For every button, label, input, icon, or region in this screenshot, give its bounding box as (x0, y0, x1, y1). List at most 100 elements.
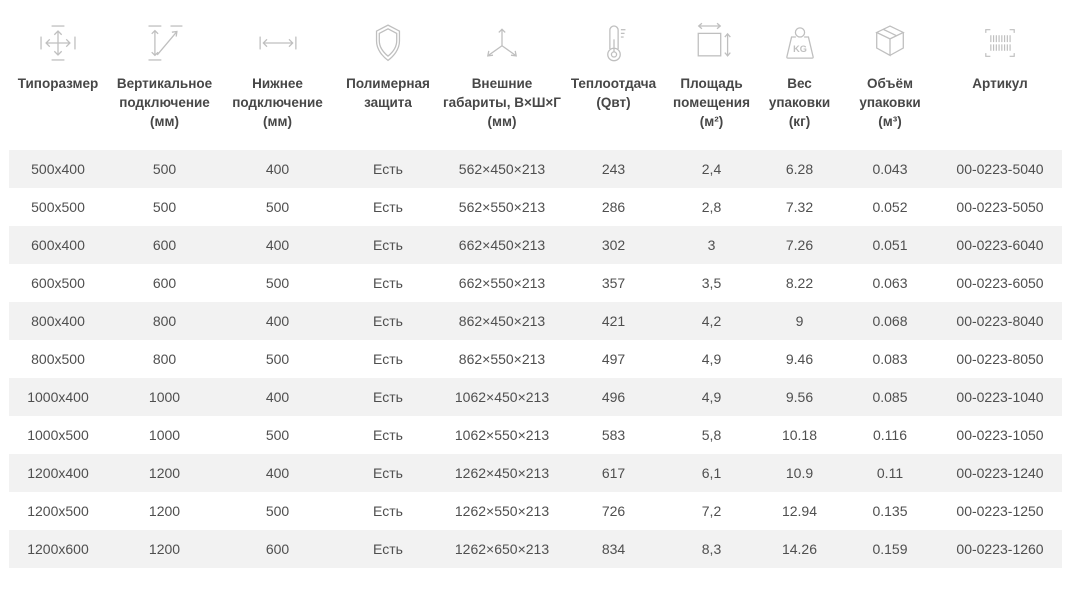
column-label-line: габариты, В×Ш×Г (443, 95, 561, 110)
cell-size: 1000x500 (27, 427, 89, 443)
cell-heat-output: 286 (601, 199, 626, 215)
table-row: 1000x500 1000 500 Есть 1062×550×213 583 5,8 10.… (9, 416, 1062, 454)
cell-size: 1000x400 (9, 378, 107, 416)
cell-outer-dimensions: 1262×650×213 (443, 530, 561, 568)
column-label-line: Вертикальное (116, 76, 213, 91)
cell-vertical-connection: 1200 (107, 530, 222, 568)
column-label-line: Теплоотдача (570, 76, 657, 91)
table-row: 1000x400 1000 400 Есть 1062×450×213 496 4,9 9.5… (9, 378, 1062, 416)
table-row: 1200x400 1200 400 Есть 1262×450×213 617 6,1 10.… (9, 454, 1062, 492)
cell-vertical-connection: 1200 (107, 454, 222, 492)
cell-room-area: 3,5 (701, 275, 722, 291)
cell-package-weight: 6.28 (757, 150, 842, 188)
cell-outer-dimensions: 1262×450×213 (443, 454, 561, 492)
vertical-connection-icon (107, 12, 222, 74)
cell-package-volume: 0.043 (842, 150, 938, 188)
cell-heat-output: 583 (601, 427, 626, 443)
cell-room-area: 6,1 (666, 454, 757, 492)
cell-package-weight: 7.32 (785, 199, 814, 215)
column-label-line: (м³) (878, 114, 902, 129)
cell-package-volume: 0.052 (872, 199, 908, 215)
column-label-line: (кг) (788, 114, 811, 129)
cell-outer-dimensions: 662×450×213 (443, 226, 561, 264)
cell-vertical-connection: 500 (107, 150, 222, 188)
cell-package-volume: 0.063 (872, 275, 908, 291)
thermometer-icon (561, 12, 666, 74)
cell-polymer-protection: Есть (333, 454, 443, 492)
cell-size: 800x500 (31, 351, 85, 367)
cell-polymer-protection: Есть (333, 530, 443, 568)
cell-heat-output: 496 (561, 378, 666, 416)
cell-outer-dimensions: 1062×550×213 (454, 427, 550, 443)
cell-polymer-protection: Есть (373, 199, 403, 215)
cell-room-area: 2,4 (666, 150, 757, 188)
cell-size: 1200x400 (9, 454, 107, 492)
cell-size: 1200x600 (9, 530, 107, 568)
table-row: 500x500 500 500 Есть 562×550×213 286 2,8 7.32 0.… (9, 188, 1062, 226)
table-row: 1200x500 1200 500 Есть 1262×550×213 726 7,2 12.… (9, 492, 1062, 530)
column-header-sku: Артикул (938, 12, 1062, 150)
cell-sku: 00-0223-1260 (938, 530, 1062, 568)
cell-room-area: 8,3 (666, 530, 757, 568)
cell-bottom-connection: 400 (222, 302, 333, 340)
column-header-vertical-connection: Вертикальное подключение (мм) (107, 12, 222, 150)
cell-sku: 00-0223-6040 (938, 226, 1062, 264)
table-row: 600x400 600 400 Есть 662×450×213 302 3 7.26 0.05… (9, 226, 1062, 264)
column-label-line: помещения (673, 95, 750, 110)
table-row: 600x500 600 500 Есть 662×550×213 357 3,5 8.22 0.… (9, 264, 1062, 302)
table-row: 1200x600 1200 600 Есть 1262×650×213 834 8,3 14.… (9, 530, 1062, 568)
cell-vertical-connection: 500 (152, 199, 177, 215)
cell-room-area: 5,8 (701, 427, 722, 443)
cell-package-weight: 9.56 (757, 378, 842, 416)
cell-heat-output: 302 (561, 226, 666, 264)
cell-package-volume: 0.085 (842, 378, 938, 416)
cell-heat-output: 497 (601, 351, 626, 367)
cell-vertical-connection: 600 (152, 275, 177, 291)
cell-heat-output: 834 (561, 530, 666, 568)
cell-bottom-connection: 400 (222, 454, 333, 492)
cell-outer-dimensions: 562×450×213 (443, 150, 561, 188)
cell-package-weight: 14.26 (757, 530, 842, 568)
table-row: 800x500 800 500 Есть 862×550×213 497 4,9 9.46 0.… (9, 340, 1062, 378)
column-header-room-area: Площадь помещения (м²) (666, 12, 757, 150)
column-header-polymer-protection: Полимерная защита (333, 12, 443, 150)
horizontal-arrow-icon (222, 12, 333, 74)
cell-size: 500x400 (9, 150, 107, 188)
cell-room-area: 4,9 (701, 351, 722, 367)
cell-bottom-connection: 400 (222, 150, 333, 188)
table-row: 800x400 800 400 Есть 862×450×213 421 4,2 9 0.068… (9, 302, 1062, 340)
cell-bottom-connection: 500 (265, 351, 290, 367)
cell-heat-output: 726 (601, 503, 626, 519)
column-header-heat-output: Теплоотдача (Qвт) (561, 12, 666, 150)
cell-sku: 00-0223-5040 (938, 150, 1062, 188)
cell-room-area: 7,2 (701, 503, 722, 519)
cell-bottom-connection: 500 (265, 199, 290, 215)
cell-bottom-connection: 500 (265, 275, 290, 291)
column-header-package-weight: KG Вес упаковки (кг) (757, 12, 842, 150)
cell-vertical-connection: 1000 (107, 378, 222, 416)
cell-room-area: 4,2 (666, 302, 757, 340)
cell-package-volume: 0.083 (872, 351, 908, 367)
cell-size: 500x500 (31, 199, 85, 215)
column-label-line: (Qвт) (596, 95, 631, 110)
cell-outer-dimensions: 862×450×213 (443, 302, 561, 340)
cell-package-weight: 9 (757, 302, 842, 340)
cell-room-area: 3 (666, 226, 757, 264)
table-body: 500x400 500 400 Есть 562×450×213 243 2,4 6.28 0.… (9, 150, 1062, 568)
cell-room-area: 2,8 (701, 199, 722, 215)
cell-size: 600x500 (31, 275, 85, 291)
cell-polymer-protection: Есть (333, 150, 443, 188)
column-label-line: (м²) (699, 114, 724, 129)
cell-package-volume: 0.116 (873, 427, 907, 443)
cell-vertical-connection: 600 (107, 226, 222, 264)
column-header-size: Типоразмер (9, 12, 107, 150)
cell-bottom-connection: 500 (265, 427, 290, 443)
cell-package-weight: 8.22 (785, 275, 814, 291)
cell-vertical-connection: 800 (107, 302, 222, 340)
cell-vertical-connection: 1200 (148, 503, 181, 519)
cell-size: 800x400 (9, 302, 107, 340)
weight-kg-icon: KG (757, 12, 842, 74)
cell-sku: 00-0223-1250 (956, 503, 1044, 519)
barcode-icon (938, 12, 1062, 74)
